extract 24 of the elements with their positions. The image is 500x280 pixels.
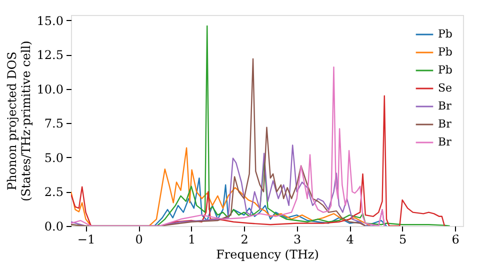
- x-tick-label: −1: [77, 232, 96, 246]
- x-tick-label: 6: [452, 232, 460, 246]
- x-tick-label: 2: [240, 232, 248, 246]
- legend-label: Pb: [438, 46, 452, 58]
- legend-label: Se: [438, 82, 452, 94]
- x-tick-label: 3: [293, 232, 302, 246]
- x-tick-label: 1: [188, 232, 196, 246]
- y-tick-label: 5.0: [44, 150, 64, 165]
- x-tick-label: 4: [346, 232, 354, 246]
- x-tick-label: 0: [135, 232, 143, 246]
- legend-label: Pb: [438, 28, 452, 40]
- y-tick-label: 15.0: [36, 14, 64, 28]
- legend-label: Br: [438, 118, 452, 130]
- legend-label: Br: [438, 136, 452, 148]
- y-tick-label: 10.0: [36, 82, 64, 96]
- y-tick-label: 0.0: [44, 220, 64, 234]
- x-axis-title: Frequency (THz): [216, 248, 319, 262]
- y-tick-label: 7.5: [44, 116, 64, 131]
- y-tick-label: 12.5: [36, 48, 64, 62]
- legend-label: Pb: [438, 64, 452, 76]
- x-tick-label: 5: [399, 232, 407, 246]
- legend-label: Br: [438, 100, 452, 112]
- y-tick-label: 2.5: [44, 185, 64, 200]
- y-axis-title: Phonon projected DOS (States/THz·primitive cell): [4, 40, 33, 202]
